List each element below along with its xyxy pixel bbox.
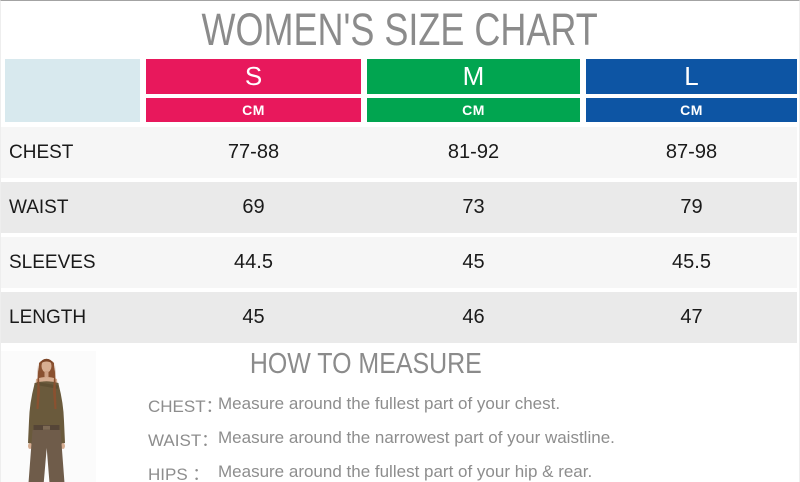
cell-value: 87-98 xyxy=(665,141,718,163)
cell-value: 79 xyxy=(680,196,703,218)
measure-instruction-chest: CHEST： Measure around the fullest part o… xyxy=(148,387,615,421)
measure-instruction-waist: WAIST： Measure around the narrowest part… xyxy=(148,421,615,455)
measure-text: Measure around the fullest part of your … xyxy=(218,394,561,413)
model-photo xyxy=(1,351,96,482)
cell-value: 45 xyxy=(242,306,265,328)
table-row-waist: WAIST 69 73 79 xyxy=(1,182,797,233)
measure-label: CHEST： xyxy=(148,396,223,416)
how-to-measure-list: CHEST： Measure around the fullest part o… xyxy=(148,387,615,482)
table-row-length: LENGTH 45 46 47 xyxy=(1,292,797,343)
unit-cell-s: CM xyxy=(146,98,361,122)
size-table-body: CHEST 77-88 81-92 87-98 WAIST 69 73 79 S… xyxy=(1,127,797,347)
how-to-measure-title: HOW TO MEASURE xyxy=(141,348,591,381)
cell-value: 47 xyxy=(680,306,703,328)
size-table-header: S M L CM CM CM xyxy=(5,59,797,122)
cell-value: 69 xyxy=(242,196,265,218)
measure-instruction-hips: HIPS ： Measure around the fullest part o… xyxy=(148,455,615,482)
cell-value: 45 xyxy=(462,251,485,273)
unit-cell-m: CM xyxy=(367,98,580,122)
row-label: CHEST xyxy=(9,141,74,163)
measure-label: HIPS ： xyxy=(148,464,210,482)
page-title-text: WOMEN'S SIZE CHART xyxy=(201,4,599,55)
size-column-m: M xyxy=(367,59,580,94)
row-label: WAIST xyxy=(9,196,69,218)
measure-label: WAIST： xyxy=(148,430,219,450)
table-row-sleeves: SLEEVES 44.5 45 45.5 xyxy=(1,237,797,288)
cell-value: 81-92 xyxy=(447,141,500,163)
table-row-chest: CHEST 77-88 81-92 87-98 xyxy=(1,127,797,178)
size-column-l: L xyxy=(586,59,797,94)
row-label: LENGTH xyxy=(9,306,87,328)
cell-value: 77-88 xyxy=(227,141,280,163)
measure-text: Measure around the fullest part of your … xyxy=(218,462,593,481)
size-table-corner-cell xyxy=(5,59,140,122)
model-photo-image xyxy=(1,351,96,482)
cell-value: 46 xyxy=(462,306,485,328)
cell-value: 44.5 xyxy=(234,251,273,273)
row-label: SLEEVES xyxy=(9,251,96,273)
unit-cell-l: CM xyxy=(586,98,797,122)
how-to-measure-title-text: HOW TO MEASURE xyxy=(250,348,482,380)
measure-text: Measure around the narrowest part of you… xyxy=(218,428,615,447)
cell-value: 73 xyxy=(462,196,485,218)
page-title: WOMEN'S SIZE CHART xyxy=(1,1,799,58)
cell-value: 45.5 xyxy=(672,251,711,273)
size-column-s: S xyxy=(146,59,361,94)
